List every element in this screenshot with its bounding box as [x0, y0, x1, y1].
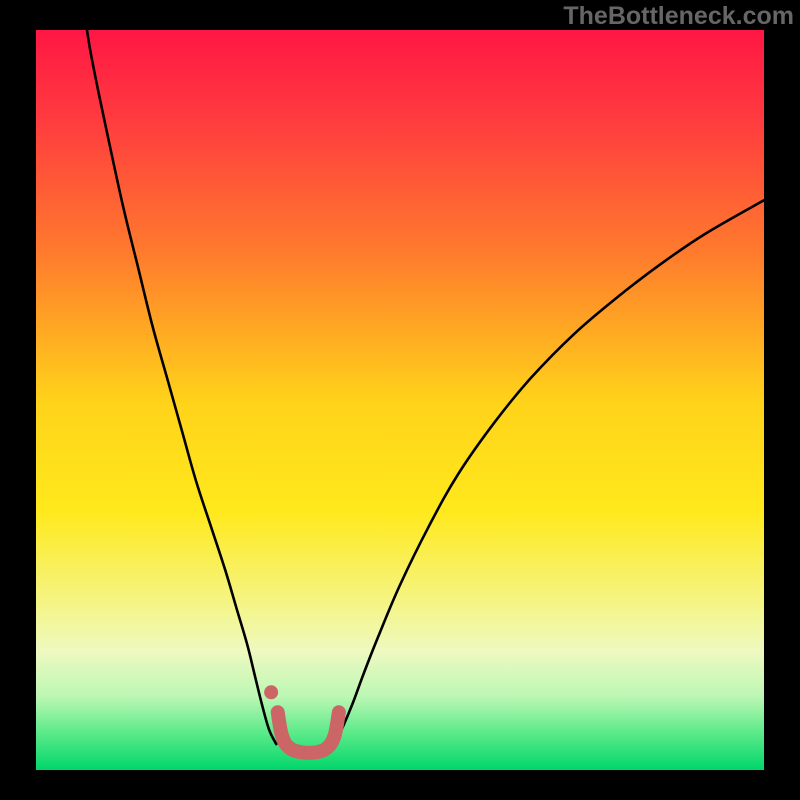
watermark-text: TheBottleneck.com	[563, 2, 794, 31]
chart-canvas: TheBottleneck.com	[0, 0, 800, 800]
trough-marker-dot	[264, 685, 278, 699]
plot-gradient-area	[36, 30, 764, 770]
chart-svg	[0, 0, 800, 800]
